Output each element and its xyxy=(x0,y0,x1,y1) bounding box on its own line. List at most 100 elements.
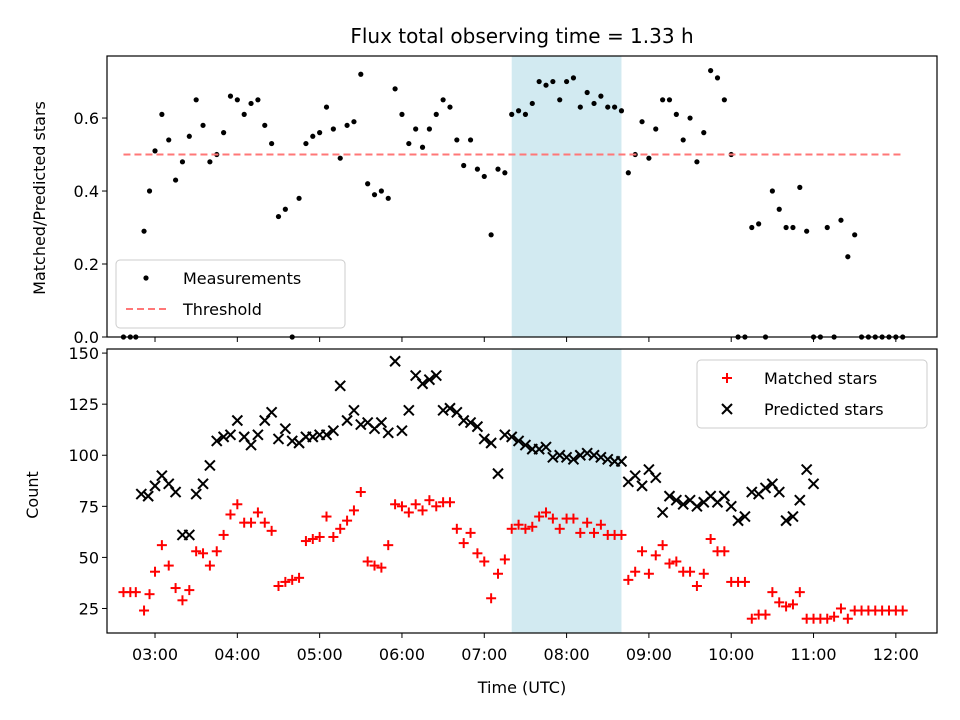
plus-marker xyxy=(637,546,648,557)
data-point xyxy=(426,126,432,132)
data-point xyxy=(838,217,844,223)
marker-stroke xyxy=(135,488,148,500)
plus-marker xyxy=(465,527,476,538)
plus-marker xyxy=(184,585,195,596)
plus-marker xyxy=(383,540,394,551)
plus-marker xyxy=(156,540,167,551)
marker-stroke xyxy=(430,369,442,382)
plus-marker xyxy=(335,523,346,534)
x-marker xyxy=(718,490,731,502)
marker-stroke xyxy=(156,469,168,482)
x-marker xyxy=(780,514,792,527)
x-marker xyxy=(629,469,641,482)
x-marker xyxy=(245,439,257,451)
marker-stroke xyxy=(245,439,257,451)
plus-marker xyxy=(582,517,593,528)
marker-stroke xyxy=(279,422,292,435)
data-point xyxy=(584,89,590,96)
data-point xyxy=(557,97,563,103)
plus-marker xyxy=(259,517,270,528)
x-marker xyxy=(567,453,580,466)
plus-marker xyxy=(376,562,387,573)
marker-stroke xyxy=(327,425,340,437)
x-tick-label: 06:00 xyxy=(379,645,425,664)
plus-marker xyxy=(458,538,469,549)
data-point xyxy=(474,166,481,172)
plus-marker xyxy=(842,613,853,624)
marker-stroke xyxy=(149,480,161,492)
plus-marker xyxy=(774,597,785,608)
data-point xyxy=(193,97,199,103)
plus-marker xyxy=(403,507,414,518)
data-point xyxy=(502,170,508,176)
marker-stroke xyxy=(252,429,264,441)
x-marker xyxy=(224,429,237,441)
marker-stroke xyxy=(519,439,532,451)
marker-stroke xyxy=(464,416,477,429)
data-point xyxy=(282,206,288,212)
x-marker xyxy=(142,490,154,502)
x-marker xyxy=(519,439,532,451)
legend-label: Threshold xyxy=(182,300,262,319)
x-marker xyxy=(636,480,648,492)
x-marker xyxy=(807,478,820,490)
data-point xyxy=(303,140,309,147)
x-marker xyxy=(135,488,148,500)
x-marker xyxy=(787,510,799,523)
x-marker xyxy=(739,510,751,523)
data-point xyxy=(721,97,727,103)
marker-stroke xyxy=(416,378,429,390)
x-marker xyxy=(286,435,298,447)
plus-marker xyxy=(225,509,236,520)
marker-stroke xyxy=(190,488,202,500)
plus-marker xyxy=(746,613,757,624)
plus-marker xyxy=(547,513,558,524)
x-marker xyxy=(581,447,593,459)
data-point xyxy=(488,232,494,238)
x-marker xyxy=(265,406,278,419)
marker-stroke xyxy=(567,453,580,466)
marker-stroke xyxy=(396,425,408,437)
plus-marker xyxy=(554,523,565,534)
plus-marker xyxy=(616,529,627,540)
marker-stroke xyxy=(739,510,751,523)
x-marker xyxy=(691,500,703,513)
chart-title: Flux total observing time = 1.33 h xyxy=(350,24,693,48)
series-2 xyxy=(135,355,820,541)
x-marker xyxy=(307,431,319,443)
plus-marker xyxy=(252,507,263,518)
x-marker xyxy=(602,453,614,466)
data-point xyxy=(783,224,789,231)
marker-stroke xyxy=(451,406,463,419)
data-point xyxy=(385,195,391,201)
data-point xyxy=(365,181,371,187)
plus-marker xyxy=(218,529,229,540)
x-marker xyxy=(437,404,449,417)
plus-marker xyxy=(273,581,284,592)
top-panel: 0.0 0.2 0.4 0.6 Measurements Threshold xyxy=(74,55,938,347)
x-marker xyxy=(416,378,429,390)
legend: Measurements Threshold xyxy=(115,259,346,329)
y-tick-label: 125 xyxy=(68,395,99,414)
plus-marker xyxy=(794,587,805,598)
x-marker xyxy=(677,498,689,510)
marker-stroke xyxy=(595,451,607,463)
marker-stroke xyxy=(272,433,285,445)
plus-marker xyxy=(300,536,311,547)
data-point xyxy=(639,119,645,125)
legend-swatch xyxy=(722,373,732,383)
data-point xyxy=(852,232,858,238)
marker-stroke xyxy=(492,467,504,480)
x-marker xyxy=(423,373,436,386)
plus-marker xyxy=(787,599,798,610)
legend-label: Measurements xyxy=(183,269,301,288)
data-point xyxy=(467,137,474,143)
y-tick-label: 0.4 xyxy=(74,182,99,201)
x-marker xyxy=(560,451,573,463)
x-marker xyxy=(512,435,525,447)
data-point xyxy=(461,162,467,169)
data-point xyxy=(248,100,254,107)
data-point xyxy=(618,108,625,114)
legend-box xyxy=(115,259,346,329)
